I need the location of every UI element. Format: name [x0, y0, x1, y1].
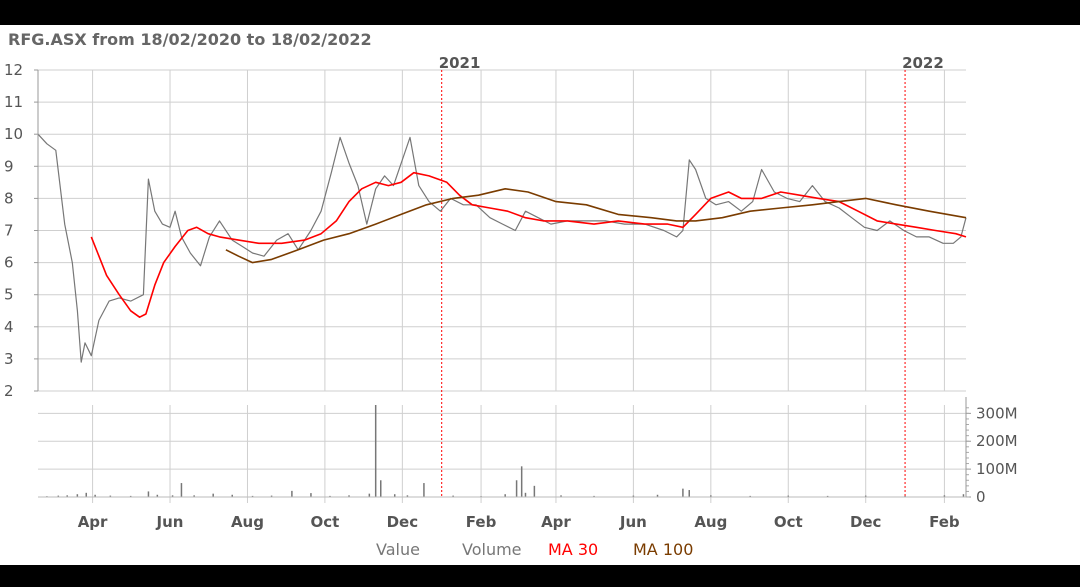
stock-chart: RFG.ASX from 18/02/2020 to 18/02/2022 2 3…	[4, 30, 1018, 559]
volume-tick-label: 0	[976, 488, 986, 506]
x-tick-label: Dec	[387, 513, 419, 531]
y-tick-label: 8	[4, 189, 14, 207]
ma100-series-line	[225, 188, 967, 264]
y-tick-label: 10	[4, 125, 23, 143]
x-tick-label: Oct	[774, 513, 803, 531]
legend: Value Volume MA 30 MA 100	[376, 540, 693, 559]
volume-tick-label: 100M	[976, 460, 1018, 478]
x-tick-label: Feb	[466, 513, 497, 531]
grid-layer	[38, 66, 966, 503]
x-tick-label: Apr	[541, 513, 571, 531]
legend-value: Value	[376, 540, 420, 559]
x-tick-label: Oct	[310, 513, 339, 531]
year-marker-label: 2021	[439, 54, 481, 72]
x-tick-label: Dec	[850, 513, 882, 531]
series-layer	[37, 133, 967, 363]
x-tick-label: Feb	[929, 513, 960, 531]
x-tick-label: Aug	[694, 513, 727, 531]
y-tick-label: 7	[4, 222, 14, 240]
y-tick-label: 6	[4, 254, 14, 272]
volume-tick-label: 200M	[976, 432, 1018, 450]
y-tick-label: 9	[4, 157, 14, 175]
legend-ma100: MA 100	[633, 540, 693, 559]
y-tick-label: 5	[4, 286, 14, 304]
volume-tick-label: 300M	[976, 404, 1018, 422]
legend-volume: Volume	[462, 540, 522, 559]
legend-ma30: MA 30	[548, 540, 598, 559]
y-tick-label: 11	[4, 93, 23, 111]
x-tick-label: Jun	[619, 513, 647, 531]
y-tick-label: 3	[4, 350, 14, 368]
y-tick-label: 12	[4, 61, 23, 79]
x-tick-label: Apr	[78, 513, 108, 531]
ma30-series-line	[90, 171, 967, 319]
y-tick-label: 4	[4, 318, 14, 336]
chart-title: RFG.ASX from 18/02/2020 to 18/02/2022	[8, 30, 372, 49]
x-tick-label: Jun	[156, 513, 184, 531]
x-tick-label: Aug	[231, 513, 264, 531]
value-series-line	[37, 133, 967, 363]
volume-layer	[46, 405, 965, 497]
axis-layer: 2 3 4 5 6 7 8 9 10 11 12 0 100M 200M 300M Apr Jun Aug Oct D…	[4, 54, 1018, 531]
y-tick-label: 2	[4, 382, 14, 400]
chart-frame: RFG.ASX from 18/02/2020 to 18/02/2022 2 3…	[0, 25, 1080, 565]
year-marker-label: 2022	[902, 54, 944, 72]
